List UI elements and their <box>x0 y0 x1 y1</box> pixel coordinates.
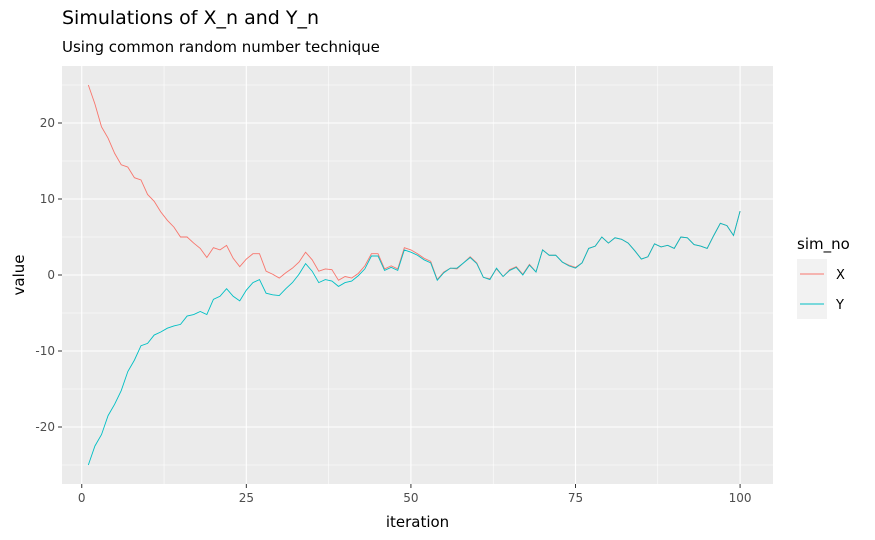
legend-title: sim_no <box>797 235 850 254</box>
x-tick-label: 100 <box>729 491 752 505</box>
legend-label-y: Y <box>835 298 844 313</box>
x-tick-label: 50 <box>403 491 418 505</box>
y-tick-label: -20 <box>35 420 55 434</box>
y-tick-label: 10 <box>40 192 55 206</box>
legend-label-x: X <box>836 268 845 283</box>
y-tick-label: 20 <box>40 116 55 130</box>
chart-subtitle: Using common random number technique <box>62 38 380 56</box>
y-tick-label: -10 <box>35 344 55 358</box>
x-axis-label: iteration <box>386 513 449 531</box>
x-tick-label: 0 <box>78 491 86 505</box>
x-tick-label: 75 <box>568 491 583 505</box>
x-tick-label: 25 <box>239 491 254 505</box>
series-line-y <box>87 211 741 466</box>
y-tick-label: 0 <box>47 268 55 282</box>
y-axis-label: value <box>10 255 28 296</box>
chart-title: Simulations of X_n and Y_n <box>62 7 320 29</box>
